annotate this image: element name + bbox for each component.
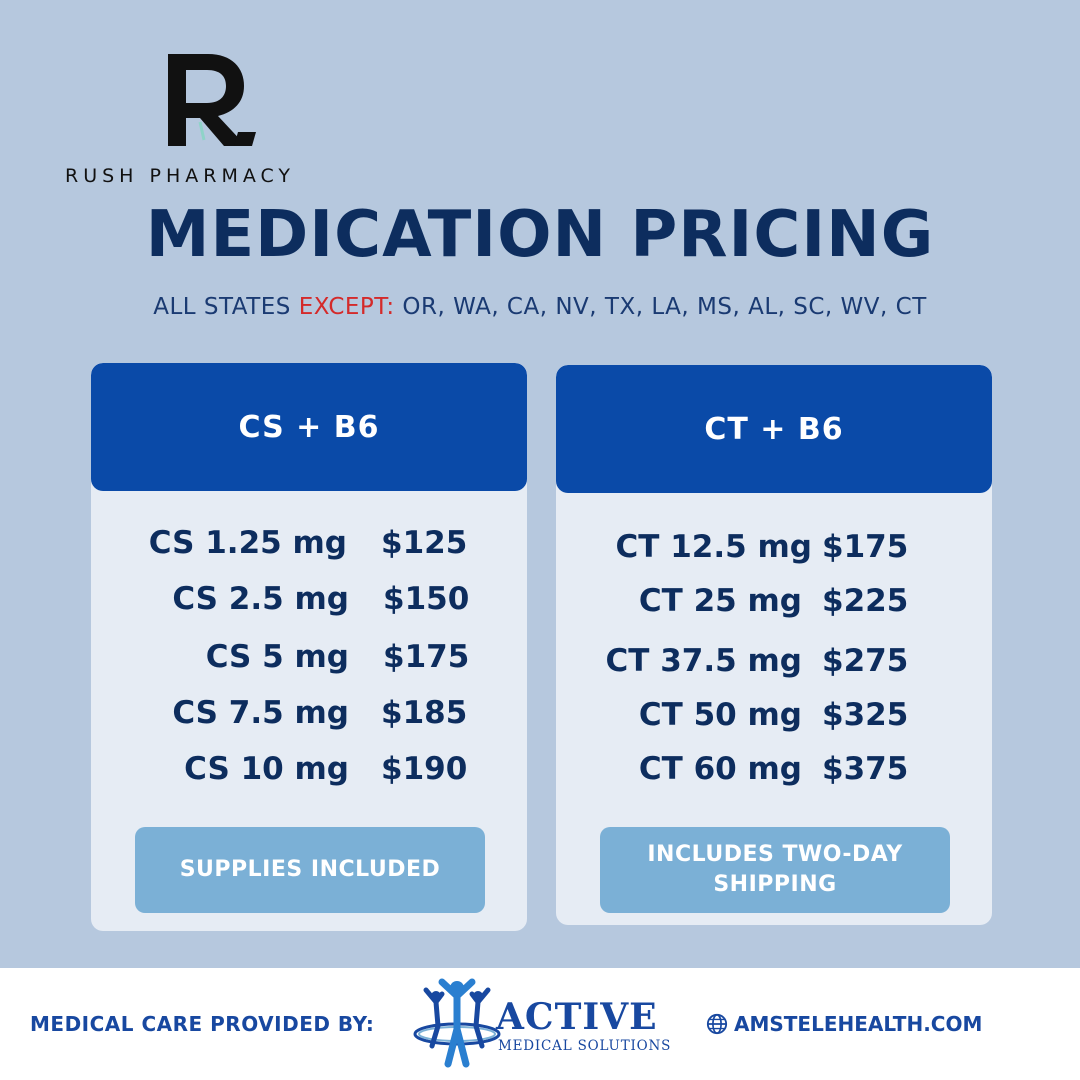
website-url[interactable]: AMSTELEHEALTH.COM — [734, 1012, 983, 1036]
price-row: CS 1.25 mg $125 — [91, 525, 527, 565]
pricing-card-cs: CS + B6 CS 1.25 mg $125 CS 2.5 mg $150 C… — [91, 363, 527, 931]
dose-label: CS 2.5 mg — [172, 581, 349, 617]
provided-by-label: MEDICAL CARE PROVIDED BY: — [30, 1012, 375, 1036]
card-header: CT + B6 — [556, 365, 992, 493]
price-row: CT 12.5 mg $175 — [556, 529, 992, 569]
partner-logo: ACTIVE MEDICAL SOLUTIONS — [412, 974, 670, 1074]
price-value: $325 — [822, 697, 909, 733]
price-row: CS 5 mg $175 — [91, 639, 527, 679]
partner-name: ACTIVE — [496, 996, 658, 1038]
dose-label: CT 12.5 mg — [615, 529, 812, 565]
price-row: CT 37.5 mg $275 — [556, 643, 992, 683]
dose-label: CT 25 mg — [638, 583, 802, 619]
dose-label: CT 60 mg — [638, 751, 802, 787]
dose-label: CS 1.25 mg — [148, 525, 347, 561]
dose-label: CS 5 mg — [205, 639, 349, 675]
subtitle-except: EXCEPT: — [298, 294, 395, 320]
price-value: $190 — [381, 751, 468, 787]
card-header-label: CT + B6 — [704, 411, 844, 447]
brand-logo: RUSH PHARMACY — [60, 40, 360, 190]
pricing-card-ct: CT + B6 CT 12.5 mg $175 CT 25 mg $225 CT… — [556, 365, 992, 925]
price-row: CS 7.5 mg $185 — [91, 695, 527, 735]
footer: MEDICAL CARE PROVIDED BY: ACTIVE MEDICAL… — [0, 968, 1080, 1080]
supplies-badge: SUPPLIES INCLUDED — [135, 827, 485, 913]
price-value: $150 — [383, 581, 470, 617]
price-row: CT 60 mg $375 — [556, 751, 992, 791]
brand-name: RUSH PHARMACY — [65, 165, 296, 187]
rush-logo-mark — [168, 54, 256, 146]
subtitle-states: OR, WA, CA, NV, TX, LA, MS, AL, SC, WV, … — [394, 294, 927, 320]
price-value: $375 — [822, 751, 909, 787]
price-row: CS 2.5 mg $150 — [91, 581, 527, 621]
price-row: CT 25 mg $225 — [556, 583, 992, 623]
globe-icon — [706, 1013, 728, 1035]
price-value: $275 — [822, 643, 909, 679]
dose-label: CS 7.5 mg — [172, 695, 349, 731]
price-value: $125 — [381, 525, 468, 561]
page-title: MEDICATION PRICING — [145, 198, 935, 272]
active-figures-icon — [413, 978, 501, 1068]
partner-subtitle: MEDICAL SOLUTIONS — [498, 1038, 672, 1054]
price-value: $175 — [822, 529, 909, 565]
card-header-label: CS + B6 — [238, 409, 380, 445]
subtitle-prefix: ALL STATES — [153, 294, 299, 320]
dose-label: CS 10 mg — [184, 751, 349, 787]
price-value: $175 — [383, 639, 470, 675]
price-row: CS 10 mg $190 — [91, 751, 527, 791]
price-row: CT 50 mg $325 — [556, 697, 992, 737]
dose-label: CT 37.5 mg — [605, 643, 802, 679]
dose-label: CT 50 mg — [638, 697, 802, 733]
state-restrictions: ALL STATES EXCEPT: OR, WA, CA, NV, TX, L… — [0, 294, 1080, 320]
card-header: CS + B6 — [91, 363, 527, 491]
price-value: $185 — [381, 695, 468, 731]
shipping-badge: INCLUDES TWO-DAY SHIPPING — [600, 827, 950, 913]
price-value: $225 — [822, 583, 909, 619]
website-link[interactable]: AMSTELEHEALTH.COM — [706, 1012, 982, 1036]
